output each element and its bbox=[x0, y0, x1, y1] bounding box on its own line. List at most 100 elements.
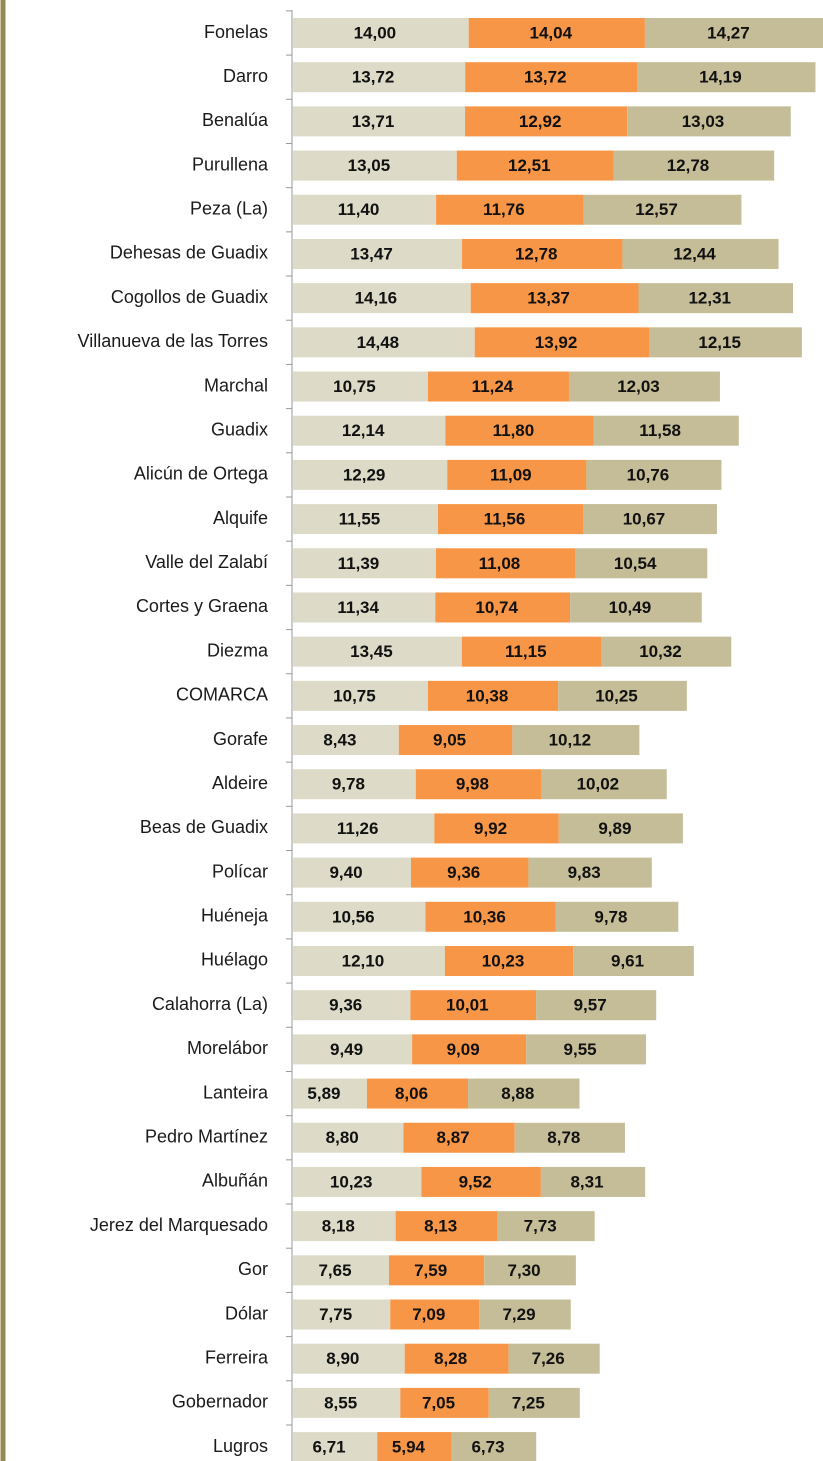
value-label: 9,05 bbox=[433, 731, 466, 750]
category-label: Valle del Zalabí bbox=[145, 552, 268, 572]
bar-segment bbox=[293, 106, 466, 137]
category-label: Beas de Guadix bbox=[140, 817, 268, 837]
bar-segment bbox=[293, 857, 411, 888]
bar-segment bbox=[293, 1432, 378, 1461]
category-label: Pedro Martínez bbox=[145, 1127, 268, 1147]
value-label: 8,43 bbox=[323, 731, 356, 750]
category-label: COMARCA bbox=[176, 685, 268, 705]
value-label: 14,27 bbox=[707, 23, 750, 42]
value-label: 10,12 bbox=[549, 731, 592, 750]
value-label: 10,67 bbox=[623, 510, 666, 529]
value-label: 13,72 bbox=[352, 68, 395, 87]
value-label: 11,76 bbox=[483, 200, 525, 219]
bar-segment bbox=[293, 1211, 396, 1242]
value-label: 10,01 bbox=[446, 996, 489, 1015]
bar-segment bbox=[427, 680, 559, 711]
bar-segment bbox=[570, 592, 702, 623]
category-label: Cogollos de Guadix bbox=[111, 287, 268, 307]
value-label: 8,13 bbox=[424, 1217, 457, 1236]
bar-segment bbox=[425, 901, 556, 932]
value-label: 8,31 bbox=[570, 1172, 603, 1191]
category-label: Peza (La) bbox=[190, 199, 268, 219]
bar-segment bbox=[540, 769, 667, 800]
bar-segment bbox=[293, 283, 471, 314]
bar-segment bbox=[436, 194, 584, 225]
value-label: 10,76 bbox=[627, 465, 670, 484]
bar-segment bbox=[293, 415, 446, 446]
value-label: 7,65 bbox=[318, 1261, 351, 1280]
bar-segment bbox=[293, 680, 428, 711]
value-label: 9,61 bbox=[611, 951, 644, 970]
value-label: 7,75 bbox=[319, 1305, 352, 1324]
category-label: Jerez del Marquesado bbox=[90, 1215, 268, 1235]
value-label: 8,28 bbox=[434, 1349, 467, 1368]
value-label: 13,37 bbox=[527, 289, 570, 308]
bar-segment bbox=[461, 636, 602, 667]
category-label: Alicún de Ortega bbox=[134, 464, 269, 484]
bar-segment bbox=[488, 1387, 580, 1418]
value-label: 11,08 bbox=[479, 554, 521, 573]
bar-segment bbox=[293, 1122, 404, 1153]
value-label: 5,89 bbox=[307, 1084, 340, 1103]
bar-segment bbox=[293, 459, 448, 490]
category-label: Villanueva de las Torres bbox=[78, 331, 268, 351]
value-label: 14,48 bbox=[357, 333, 400, 352]
bar-segment bbox=[437, 504, 584, 535]
value-label: 12,92 bbox=[519, 112, 562, 131]
bar-segment bbox=[435, 592, 571, 623]
bar-segment bbox=[568, 371, 720, 402]
value-label: 6,71 bbox=[313, 1438, 346, 1457]
bar-segment bbox=[484, 1255, 576, 1286]
value-label: 5,94 bbox=[392, 1438, 426, 1457]
category-label: Dólar bbox=[225, 1303, 268, 1323]
value-label: 10,75 bbox=[333, 686, 376, 705]
value-label: 10,75 bbox=[333, 377, 376, 396]
bar-segment bbox=[447, 459, 587, 490]
value-label: 7,30 bbox=[508, 1261, 541, 1280]
bar-segment bbox=[555, 901, 679, 932]
bar-segment bbox=[293, 371, 428, 402]
bar-segment bbox=[583, 504, 717, 535]
value-label: 12,78 bbox=[515, 244, 558, 263]
bar-segment bbox=[293, 548, 436, 579]
bar-segment bbox=[398, 725, 513, 756]
value-label: 11,80 bbox=[493, 421, 535, 440]
value-label: 9,78 bbox=[332, 775, 365, 794]
value-label: 9,36 bbox=[447, 863, 480, 882]
category-label: Ferreira bbox=[205, 1347, 269, 1367]
value-label: 14,16 bbox=[355, 289, 398, 308]
value-label: 7,73 bbox=[524, 1217, 557, 1236]
bar-segment bbox=[293, 990, 411, 1021]
bar-segment bbox=[293, 725, 399, 756]
value-label: 13,03 bbox=[682, 112, 725, 131]
value-label: 9,49 bbox=[330, 1040, 363, 1059]
bar-segment bbox=[479, 1299, 571, 1330]
bar-segment bbox=[293, 901, 426, 932]
value-label: 8,55 bbox=[324, 1393, 357, 1412]
value-label: 11,55 bbox=[339, 510, 381, 529]
value-label: 10,49 bbox=[609, 598, 652, 617]
value-label: 7,25 bbox=[512, 1393, 545, 1412]
bar-segment bbox=[536, 990, 657, 1021]
value-label: 13,72 bbox=[524, 68, 567, 87]
category-label: Huélago bbox=[201, 950, 268, 970]
bar-segment bbox=[395, 1211, 498, 1242]
value-label: 9,57 bbox=[574, 996, 607, 1015]
bar-segment bbox=[434, 813, 559, 844]
bar-segment bbox=[444, 945, 574, 976]
bar-segment bbox=[644, 18, 823, 48]
category-label: Diezma bbox=[207, 640, 269, 660]
bar-segment bbox=[410, 990, 537, 1021]
bar-segment bbox=[293, 1299, 391, 1330]
bar-segment bbox=[514, 1122, 625, 1153]
bar-segment bbox=[435, 548, 575, 579]
bar-segment bbox=[470, 283, 639, 314]
bar-segment bbox=[465, 106, 628, 137]
bar-segment bbox=[293, 945, 445, 976]
category-label: Gor bbox=[238, 1259, 268, 1279]
category-label: Gobernador bbox=[172, 1392, 268, 1412]
value-label: 12,14 bbox=[342, 421, 385, 440]
bar-segment bbox=[468, 18, 645, 48]
value-label: 8,06 bbox=[395, 1084, 428, 1103]
value-label: 7,26 bbox=[532, 1349, 565, 1368]
